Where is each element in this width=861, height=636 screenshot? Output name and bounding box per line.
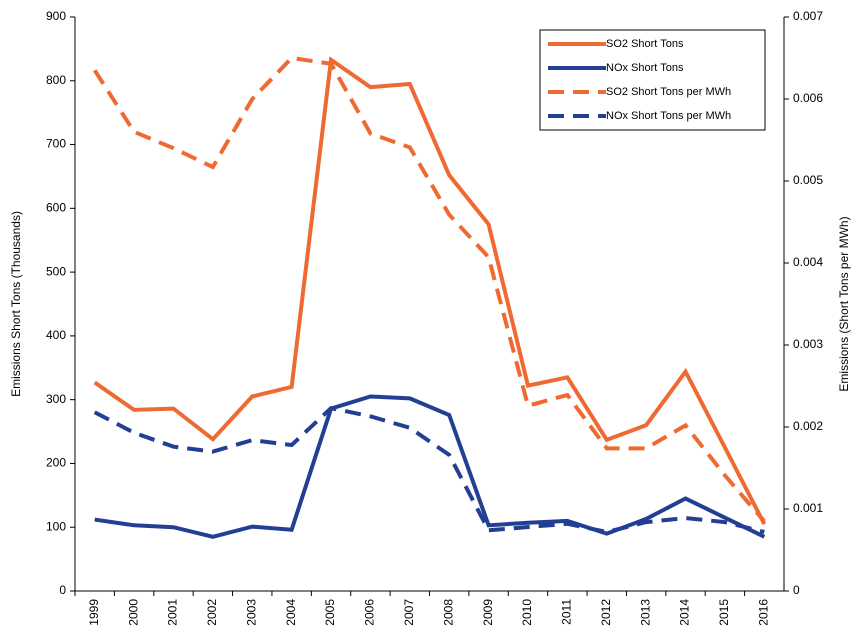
- x-tick-label: 2012: [599, 599, 613, 626]
- y-tick-label: 400: [46, 328, 66, 342]
- y2-tick-label: 0.005: [793, 173, 823, 187]
- x-tick-label: 2008: [441, 599, 455, 626]
- y-tick-label: 600: [46, 201, 66, 215]
- y-tick-label: 800: [46, 73, 66, 87]
- x-tick-label: 2013: [638, 599, 652, 626]
- x-tick-label: 2005: [323, 599, 337, 626]
- x-tick-label: 2002: [205, 599, 219, 626]
- legend-box: [539, 29, 766, 131]
- y2-tick-label: 0.002: [793, 419, 823, 433]
- x-tick-label: 2014: [678, 599, 692, 626]
- y-tick-label: 300: [46, 392, 66, 406]
- legend-label: NOx Short Tons: [606, 62, 684, 74]
- series-line: [93, 405, 765, 535]
- x-tick-label: 2011: [560, 599, 574, 625]
- x-tick-label: 2004: [284, 599, 298, 626]
- x-tick-label: 2016: [756, 599, 770, 626]
- y-tick-label: 100: [46, 519, 66, 533]
- x-tick-label: 2010: [520, 599, 534, 626]
- x-tick-label: 2006: [363, 599, 377, 626]
- x-tick-label: 2009: [481, 599, 495, 626]
- y2-tick-label: 0.003: [793, 337, 823, 351]
- y-tick-label: 700: [46, 137, 66, 151]
- series-line: [93, 55, 766, 523]
- y2-tick-label: 0.004: [793, 255, 823, 269]
- x-tick-label: 2000: [126, 599, 140, 626]
- y2-tick-label: 0.007: [793, 9, 823, 23]
- x-tick-label: 2007: [402, 599, 416, 626]
- y2-tick-label: 0.006: [793, 91, 823, 105]
- x-tick-label: 2001: [166, 599, 180, 626]
- series-line: [93, 56, 767, 525]
- x-tick-label: 1999: [87, 599, 101, 626]
- legend-label: NOx Short Tons per MWh: [606, 110, 731, 122]
- x-tick-label: 2003: [244, 599, 258, 626]
- y2-axis-title: Emissions (Short Tons per MWh): [837, 216, 851, 391]
- y2-tick-label: 0: [793, 583, 800, 597]
- y-tick-label: 200: [46, 456, 66, 470]
- legend-label: SO2 Short Tons per MWh: [606, 86, 731, 98]
- y-tick-label: 0: [59, 583, 66, 597]
- x-tick-label: 2015: [717, 599, 731, 626]
- y-tick-label: 900: [46, 9, 66, 23]
- y-tick-label: 500: [46, 264, 66, 278]
- y2-tick-label: 0.001: [793, 501, 823, 515]
- y-axis-title: Emissions Short Tons (Thousands): [9, 211, 23, 397]
- series-line: [94, 394, 766, 539]
- legend-label: SO2 Short Tons: [606, 38, 684, 50]
